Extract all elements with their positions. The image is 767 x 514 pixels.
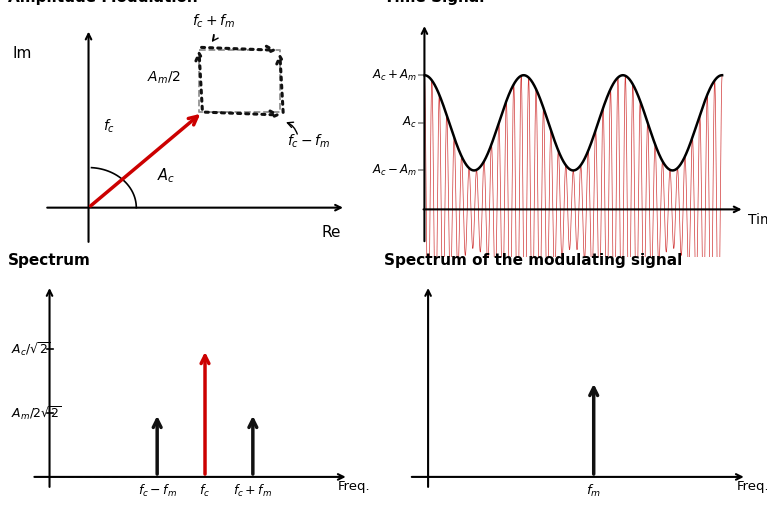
Text: Time: Time [748,213,767,227]
Text: $A_c+A_m$: $A_c+A_m$ [371,68,417,83]
Text: $f_c-f_m$: $f_c-f_m$ [137,483,176,499]
Text: $f_c$: $f_c$ [199,483,211,499]
Text: Spectrum of the modulating signal: Spectrum of the modulating signal [384,253,682,268]
Text: Time Signal: Time Signal [384,0,484,5]
Text: Im: Im [13,46,32,61]
Text: $f_c+f_m$: $f_c+f_m$ [192,13,235,30]
Text: $A_c$: $A_c$ [402,115,417,131]
Text: $f_m$: $f_m$ [586,483,601,499]
Text: $A_m/2\sqrt{2}$: $A_m/2\sqrt{2}$ [11,404,61,422]
Text: $f_c-f_m$: $f_c-f_m$ [288,133,331,151]
Text: Freq.: Freq. [736,480,767,493]
Text: $A_m/2$: $A_m/2$ [146,69,180,86]
Text: $A_c-A_m$: $A_c-A_m$ [371,163,417,178]
Text: $f_c+f_m$: $f_c+f_m$ [233,483,272,499]
Text: Spectrum: Spectrum [8,253,91,268]
Text: $A_c/\sqrt{2}$: $A_c/\sqrt{2}$ [11,340,51,358]
Text: Re: Re [321,225,341,240]
Text: $f_c$: $f_c$ [103,118,115,135]
Text: Amplitude Modulation: Amplitude Modulation [8,0,197,5]
Text: $A_c$: $A_c$ [156,166,175,185]
Text: Freq.: Freq. [338,480,370,493]
